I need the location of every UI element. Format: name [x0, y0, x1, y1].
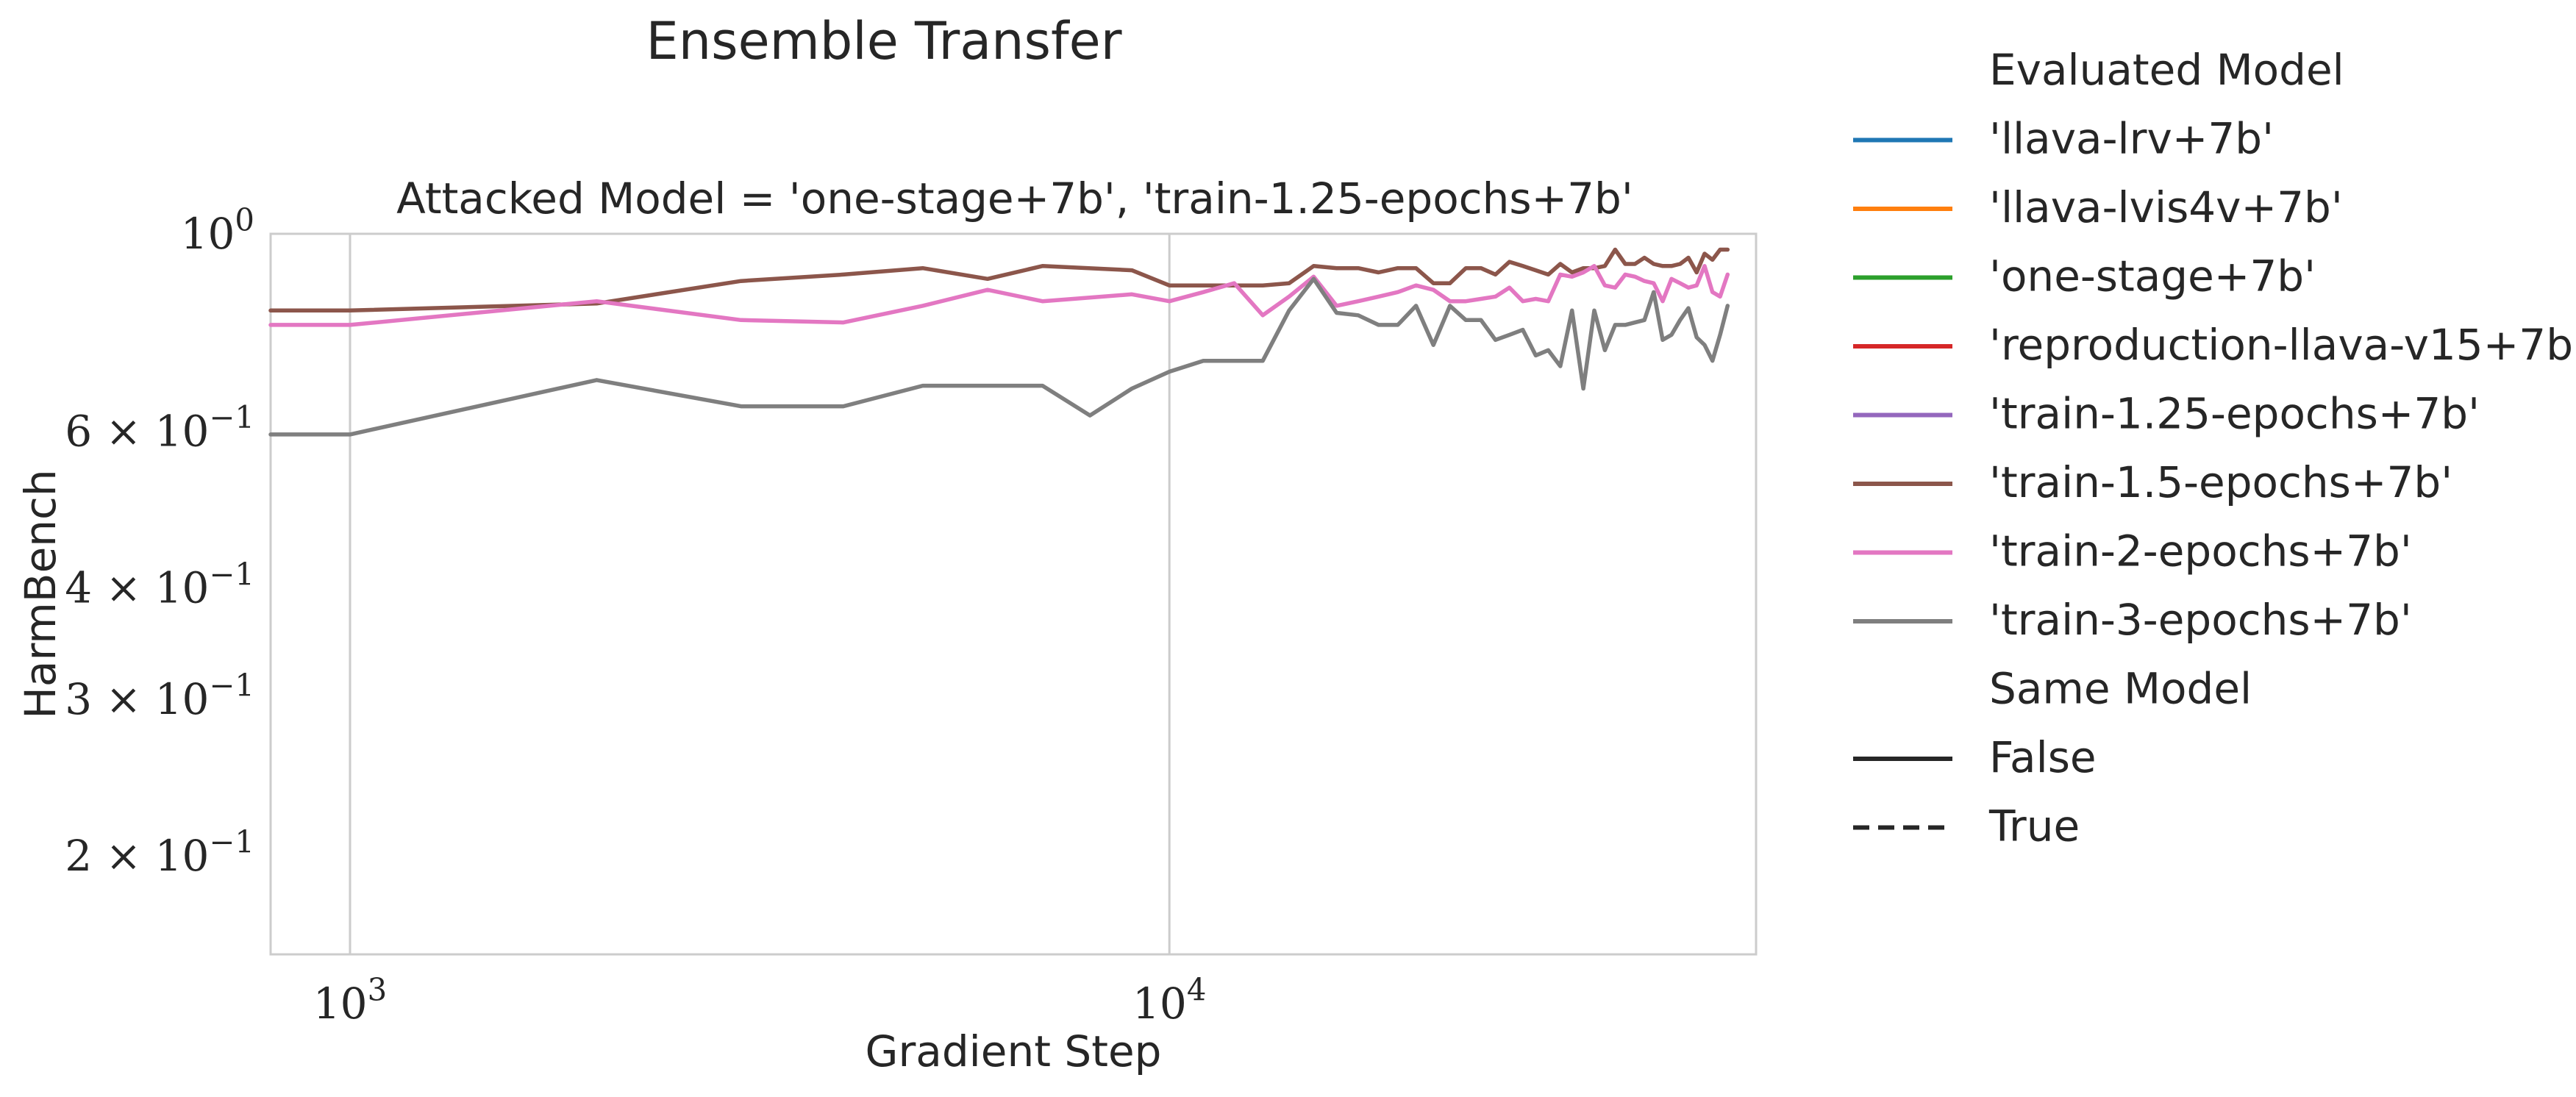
y-tick-label: 4 × 10−1 [65, 556, 254, 612]
subplot-title: Attacked Model = 'one-stage+7b', 'train-… [396, 174, 1633, 224]
legend-entry-label: 'train-3-epochs+7b' [1989, 595, 2412, 645]
legend-entry-label: 'llava-lrv+7b' [1989, 114, 2274, 164]
series-line [268, 276, 1730, 437]
y-tick-label-prefix: 3 × [65, 674, 154, 724]
y-tick-label-prefix: 4 × [65, 563, 154, 613]
y-tick-label-mantissa: 10 [155, 674, 210, 724]
y-tick-label: 100 [181, 202, 254, 259]
y-tick-label-exponent: −1 [209, 824, 254, 860]
legend-entry-label: 'reproduction-llava-v15+7b' [1989, 320, 2576, 370]
legend-style-label: True [1988, 801, 2080, 851]
legend-title: Evaluated Model [1989, 45, 2344, 95]
x-tick-label: 103 [313, 972, 387, 1029]
x-tick-label: 104 [1132, 972, 1206, 1029]
y-tick-label-prefix: 2 × [65, 831, 154, 881]
y-tick-label-mantissa: 10 [155, 831, 210, 881]
legend-style-title: Same Model [1989, 664, 2252, 714]
y-tick-label: 2 × 10−1 [65, 824, 254, 881]
figure-suptitle: Ensemble Transfer [646, 11, 1122, 71]
x-tick-label-mantissa: 10 [313, 979, 368, 1029]
y-tick-label-prefix: 6 × [65, 407, 154, 457]
y-tick-label-exponent: −1 [209, 668, 254, 704]
x-tick-labels: 103 104 [313, 972, 1207, 1029]
gridlines [349, 234, 1171, 954]
y-axis-label: HarmBench [15, 469, 65, 718]
x-tick-label-exponent: 4 [1187, 972, 1207, 1008]
y-tick-label-exponent: 0 [235, 202, 254, 238]
legend-entry-label: 'llava-lvis4v+7b' [1989, 182, 2343, 232]
legend: Evaluated Model 'llava-lrv+7b' 'llava-lvis… [1853, 45, 2576, 851]
legend-entry-label: 'train-1.5-epochs+7b' [1989, 457, 2452, 507]
y-tick-label-mantissa: 10 [155, 563, 210, 613]
legend-style-label: False [1989, 732, 2097, 782]
y-tick-label-mantissa: 10 [155, 407, 210, 457]
x-axis-label: Gradient Step [866, 1026, 1162, 1076]
legend-entry-label: 'train-2-epochs+7b' [1989, 526, 2412, 576]
legend-entry-label: 'train-1.25-epochs+7b' [1989, 389, 2480, 439]
series-line [268, 247, 1730, 313]
x-tick-label-mantissa: 10 [1132, 979, 1187, 1029]
y-tick-label: 6 × 10−1 [65, 399, 254, 456]
y-tick-label-exponent: −1 [209, 399, 254, 435]
y-tick-label-mantissa: 10 [181, 209, 235, 259]
plot-area [269, 232, 1758, 956]
legend-entry-label: 'one-stage+7b' [1989, 251, 2316, 301]
x-tick-label-exponent: 3 [368, 972, 388, 1008]
y-tick-label: 3 × 10−1 [65, 668, 254, 724]
series-lines [268, 247, 1730, 437]
series-line [268, 264, 1730, 327]
y-tick-label-exponent: −1 [209, 556, 254, 592]
